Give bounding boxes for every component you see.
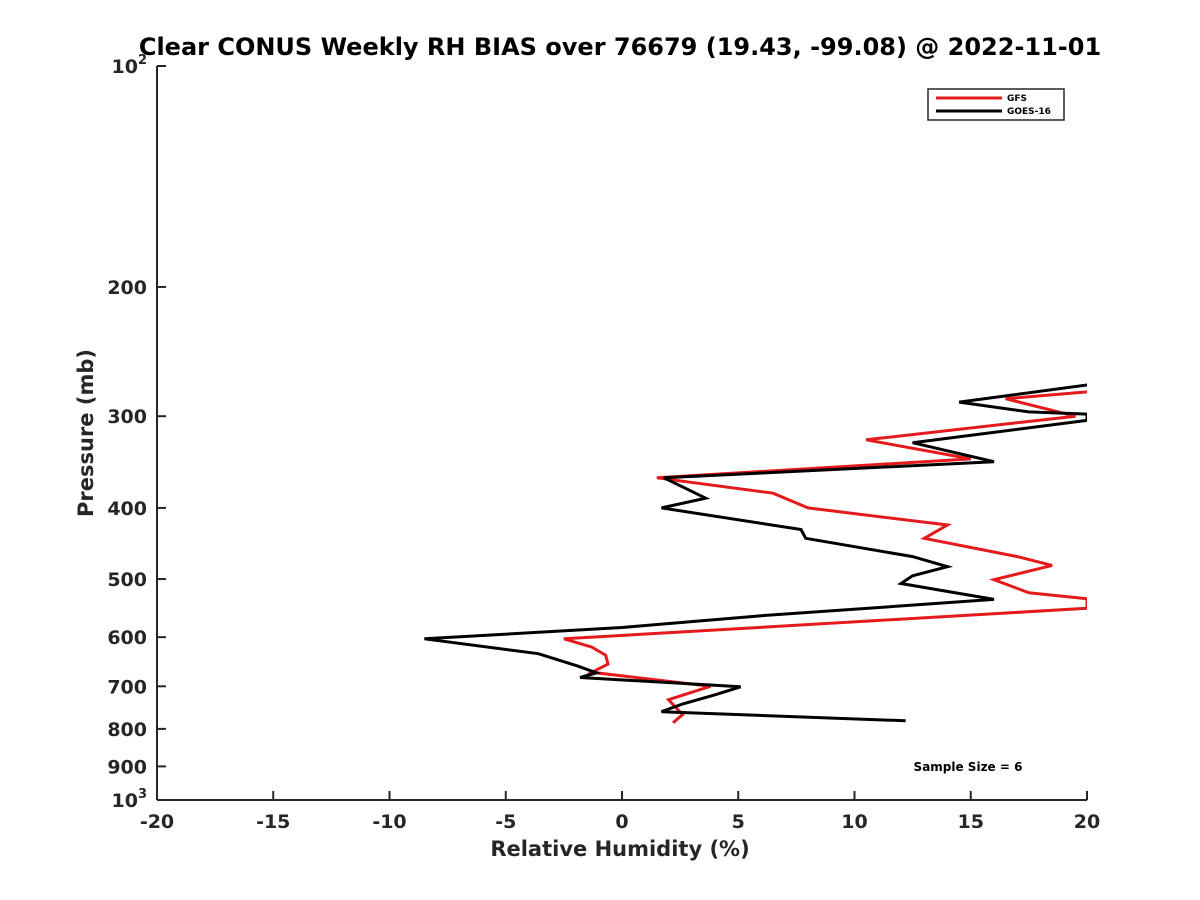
y-tick-label: 900 — [107, 756, 147, 778]
y-tick-label: 102 — [112, 53, 148, 78]
y-axis-label: Pressure (mb) — [74, 349, 98, 517]
x-tick-label: 20 — [1074, 811, 1100, 833]
y-tick-label: 700 — [107, 676, 147, 698]
y-tick-label: 800 — [107, 719, 147, 741]
x-tick-label: -10 — [372, 811, 406, 833]
y-tick-label: 300 — [107, 406, 147, 428]
legend-label-gfs: GFS — [1007, 94, 1027, 104]
y-ticks: 102 200 300 400 500 600 700 800 900 103 — [107, 53, 166, 812]
x-tick-label: 15 — [958, 811, 984, 833]
x-tick-label: -15 — [256, 811, 290, 833]
y-tick-label: 103 — [112, 787, 148, 812]
legend: GFS GOES-16 — [927, 88, 1065, 121]
x-ticks: -20 -15 -10 -5 0 5 10 15 20 — [140, 791, 1100, 833]
y-tick-label: 200 — [107, 277, 147, 299]
y-tick-label: 600 — [107, 627, 147, 649]
x-tick-label: 5 — [732, 811, 745, 833]
series-line-goes-16 — [424, 383, 1087, 723]
y-tick-label: 400 — [107, 498, 147, 520]
x-tick-label: -20 — [140, 811, 174, 833]
x-tick-label: 0 — [615, 811, 628, 833]
x-axis-label: Relative Humidity (%) — [490, 837, 749, 861]
legend-label-goes-16: GOES-16 — [1007, 107, 1051, 117]
x-tick-label: 10 — [841, 811, 867, 833]
legend-box — [927, 88, 1065, 121]
x-tick-label: -5 — [495, 811, 516, 833]
chart-title: Clear CONUS Weekly RH BIAS over 76679 (1… — [139, 33, 1101, 61]
series-layer — [424, 383, 1087, 724]
sample-size-annotation: Sample Size = 6 — [914, 760, 1023, 774]
y-tick-label: 500 — [107, 569, 147, 591]
